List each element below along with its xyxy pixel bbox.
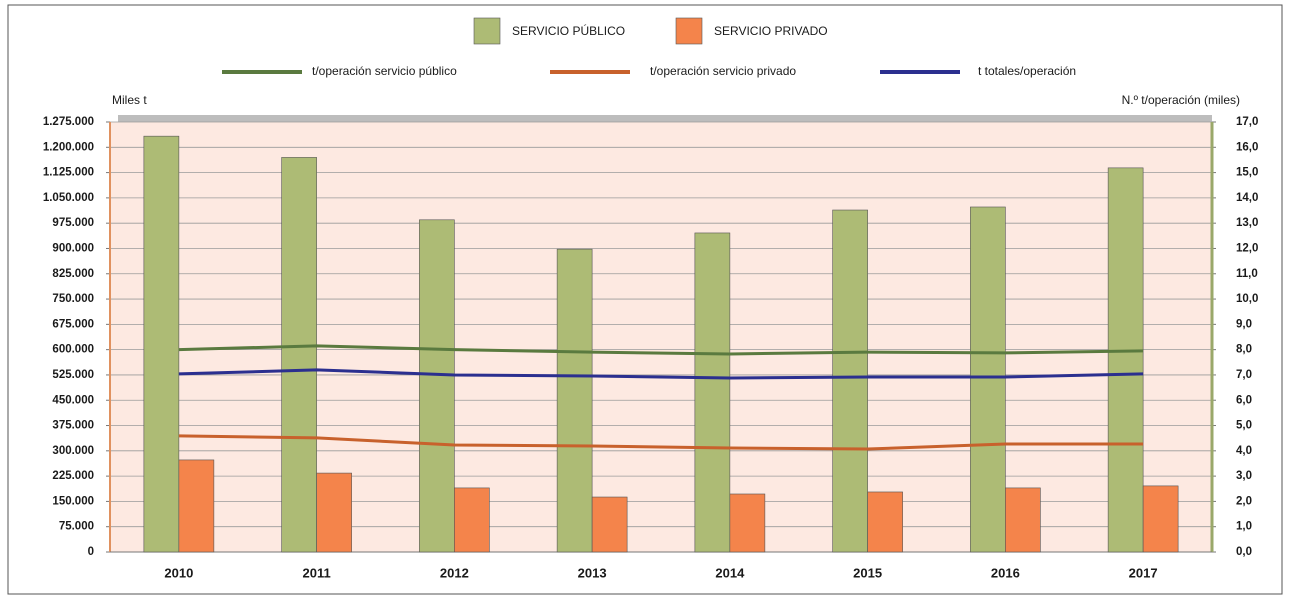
y2-tick-label: 11,0 (1236, 268, 1258, 280)
plot-area (110, 122, 1212, 552)
y-tick-label: 1.050.000 (43, 192, 94, 204)
y2-tick-label: 13,0 (1236, 217, 1258, 229)
x-tick-label: 2012 (440, 565, 469, 580)
y-tick-label: 0 (88, 546, 94, 558)
y2-axis-label: N.º t/operación (miles) (1122, 93, 1240, 107)
x-tick-label: 2016 (991, 565, 1020, 580)
y-tick-label: 450.000 (52, 394, 94, 406)
y2-tick-label: 6,0 (1236, 394, 1252, 406)
line (178, 434, 1144, 451)
y2-tick-label: 3,0 (1236, 470, 1252, 482)
bar (316, 472, 352, 553)
x-tick-label: 2015 (853, 565, 882, 580)
y2-tick-label: 7,0 (1236, 369, 1252, 381)
y-tick-label: 225.000 (52, 470, 94, 482)
bar (556, 248, 593, 553)
bar (454, 487, 490, 553)
x-tick-label: 2017 (1129, 565, 1158, 580)
y-tick-label: 75.000 (59, 521, 94, 533)
y-tick-label: 300.000 (52, 445, 94, 457)
x-tick-label: 2013 (578, 565, 607, 580)
legend-label: t/operación servicio privado (650, 64, 796, 78)
legend-swatch (675, 17, 703, 45)
bar (281, 157, 317, 553)
legend-label: t/operación servicio público (312, 64, 457, 78)
bar (1142, 485, 1179, 553)
y-tick-label: 150.000 (52, 495, 94, 507)
y-axis-label: Miles t (112, 93, 147, 107)
bar (591, 496, 628, 553)
y2-tick-label: 9,0 (1236, 318, 1252, 330)
bar (867, 491, 903, 553)
bar (970, 206, 1006, 553)
legend-label: t totales/operación (978, 64, 1076, 78)
line (178, 344, 1144, 356)
line (178, 368, 1144, 380)
bar (694, 232, 731, 553)
bar (832, 209, 868, 553)
y-tick-label: 975.000 (52, 217, 94, 229)
legend-label: SERVICIO PRIVADO (714, 24, 828, 38)
y2-tick-label: 14,0 (1236, 192, 1258, 204)
y-tick-label: 900.000 (52, 243, 94, 255)
y-tick-label: 375.000 (52, 420, 94, 432)
y2-tick-label: 17,0 (1236, 116, 1258, 128)
y2-tick-label: 4,0 (1236, 445, 1252, 457)
y2-tick-label: 5,0 (1236, 420, 1252, 432)
y-tick-label: 600.000 (52, 344, 94, 356)
y-tick-label: 750.000 (52, 293, 94, 305)
legend-swatch (473, 17, 501, 45)
y2-tick-label: 12,0 (1236, 243, 1258, 255)
y2-tick-label: 15,0 (1236, 167, 1258, 179)
x-tick-label: 2010 (164, 565, 193, 580)
y2-tick-label: 0,0 (1236, 546, 1252, 558)
plot-top-strip (118, 115, 1212, 123)
y2-tick-label: 16,0 (1236, 141, 1258, 153)
y-tick-label: 1.200.000 (43, 141, 94, 153)
legend-label: SERVICIO PÚBLICO (512, 23, 625, 38)
y-tick-label: 1.275.000 (43, 116, 94, 128)
bar (1107, 167, 1144, 553)
y-tick-label: 525.000 (52, 369, 94, 381)
y2-tick-label: 10,0 (1236, 293, 1258, 305)
bar (1005, 487, 1041, 553)
bar (729, 493, 766, 553)
bar (419, 219, 455, 553)
y2-tick-label: 1,0 (1236, 521, 1252, 533)
y2-tick-label: 8,0 (1236, 344, 1252, 356)
x-tick-label: 2014 (715, 565, 745, 580)
bar (143, 135, 180, 553)
x-tick-label: 2011 (303, 565, 331, 580)
y-tick-label: 1.125.000 (43, 167, 94, 179)
bar (178, 459, 215, 553)
y-tick-label: 825.000 (52, 268, 94, 280)
y2-tick-label: 2,0 (1236, 495, 1252, 507)
y-tick-label: 675.000 (52, 318, 94, 330)
